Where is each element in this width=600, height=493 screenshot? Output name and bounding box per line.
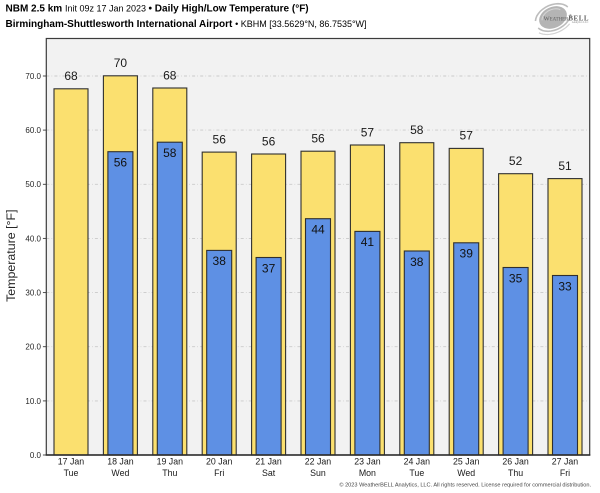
svg-text:33: 33 <box>558 279 572 293</box>
svg-text:35: 35 <box>509 271 523 285</box>
svg-text:40.0: 40.0 <box>25 234 41 243</box>
svg-text:Birmingham-Shuttlesworth Inter: Birmingham-Shuttlesworth International A… <box>6 19 367 30</box>
svg-text:23 Jan: 23 Jan <box>354 456 381 466</box>
svg-text:Wed: Wed <box>111 468 129 478</box>
svg-text:Wed: Wed <box>457 468 475 478</box>
svg-text:58: 58 <box>410 123 424 137</box>
svg-text:56: 56 <box>262 134 276 148</box>
svg-text:60.0: 60.0 <box>25 126 41 135</box>
svg-text:38: 38 <box>410 255 424 269</box>
svg-text:52: 52 <box>509 154 523 168</box>
svg-text:Mon: Mon <box>359 468 376 478</box>
svg-text:22 Jan: 22 Jan <box>305 456 332 466</box>
svg-text:26 Jan: 26 Jan <box>502 456 529 466</box>
svg-text:Temperature [°F]: Temperature [°F] <box>4 209 18 301</box>
svg-text:58: 58 <box>163 146 177 160</box>
svg-text:Fri: Fri <box>214 468 224 478</box>
svg-text:Thu: Thu <box>508 468 523 478</box>
svg-text:Fri: Fri <box>560 468 570 478</box>
svg-text:56: 56 <box>311 132 325 146</box>
svg-text:Analytics LLC: Analytics LLC <box>572 21 589 24</box>
svg-text:41: 41 <box>361 235 375 249</box>
svg-text:18 Jan: 18 Jan <box>107 456 134 466</box>
svg-text:56: 56 <box>114 156 128 170</box>
svg-text:Thu: Thu <box>162 468 177 478</box>
svg-text:21 Jan: 21 Jan <box>255 456 282 466</box>
svg-text:10.0: 10.0 <box>25 397 41 406</box>
svg-text:Sat: Sat <box>262 468 276 478</box>
svg-text:27 Jan: 27 Jan <box>552 456 579 466</box>
svg-text:68: 68 <box>64 69 78 83</box>
svg-text:© 2023 WeatherBELL Analytics,: © 2023 WeatherBELL Analytics, LLC. All r… <box>339 482 591 489</box>
svg-text:70.0: 70.0 <box>25 72 41 81</box>
svg-text:39: 39 <box>460 247 474 261</box>
svg-text:44: 44 <box>311 223 325 237</box>
svg-text:51: 51 <box>558 159 572 173</box>
svg-text:NBM 2.5 km Init 09z 17 Jan 202: NBM 2.5 km Init 09z 17 Jan 2023 • Daily … <box>6 3 309 14</box>
svg-text:57: 57 <box>361 125 375 139</box>
svg-text:25 Jan: 25 Jan <box>453 456 480 466</box>
svg-text:Tue: Tue <box>409 468 424 478</box>
svg-text:57: 57 <box>460 129 474 143</box>
svg-text:24 Jan: 24 Jan <box>404 456 431 466</box>
svg-text:70: 70 <box>114 56 128 70</box>
svg-text:20.0: 20.0 <box>25 343 41 352</box>
svg-text:30.0: 30.0 <box>25 289 41 298</box>
svg-text:20 Jan: 20 Jan <box>206 456 233 466</box>
svg-text:68: 68 <box>163 68 177 82</box>
svg-text:38: 38 <box>213 254 227 268</box>
svg-text:0.0: 0.0 <box>30 451 42 460</box>
svg-text:Tue: Tue <box>64 468 79 478</box>
svg-text:WEATHERBELL: WEATHERBELL <box>544 16 589 23</box>
svg-text:19 Jan: 19 Jan <box>157 456 184 466</box>
svg-text:50.0: 50.0 <box>25 180 41 189</box>
svg-text:17 Jan: 17 Jan <box>58 456 85 466</box>
svg-text:56: 56 <box>213 132 227 146</box>
svg-text:37: 37 <box>262 261 276 275</box>
svg-text:Sun: Sun <box>310 468 326 478</box>
